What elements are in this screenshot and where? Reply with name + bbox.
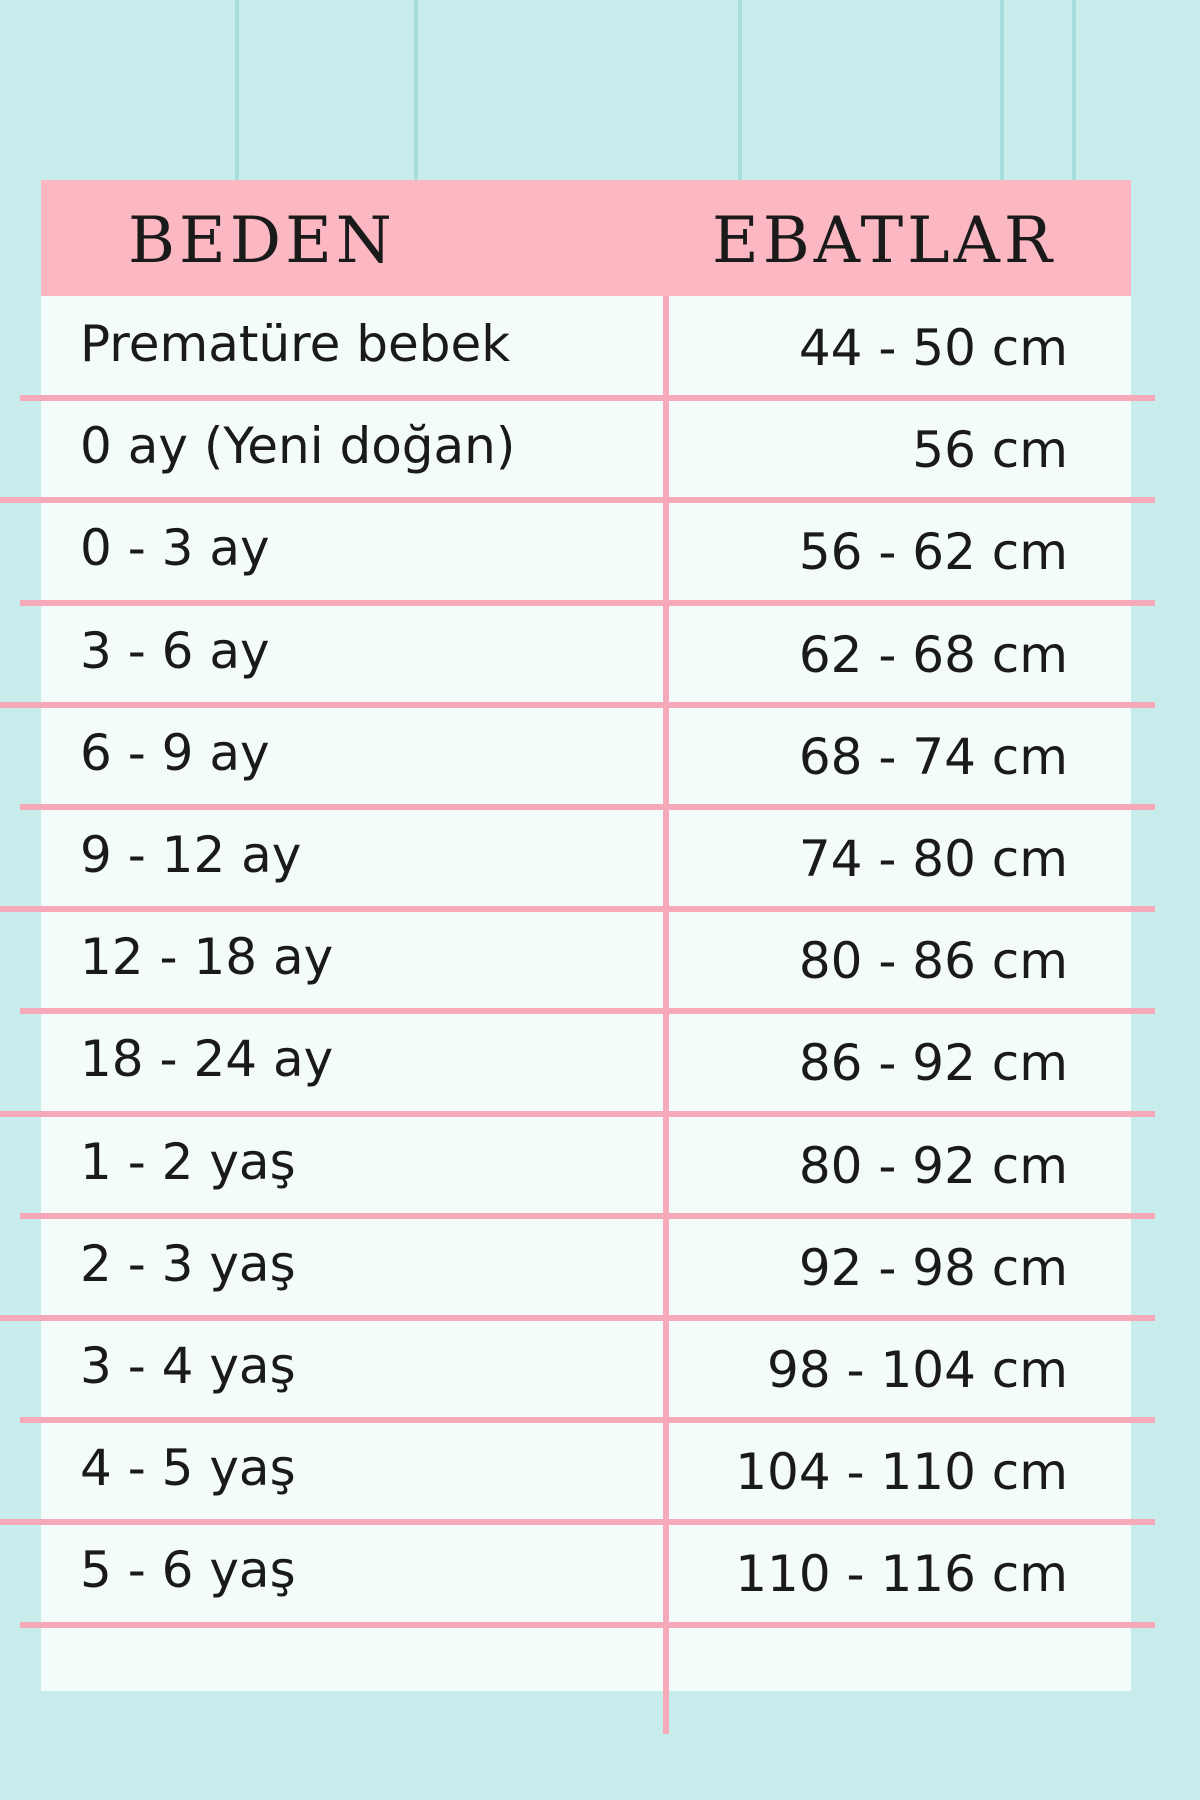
measure-cell: 68 - 74 cm: [798, 727, 1068, 786]
size-cell: 18 - 24 ay: [80, 1030, 334, 1089]
row-separator: [20, 1621, 1155, 1628]
decor-line: [738, 0, 742, 180]
measure-cell: 56 cm: [912, 421, 1068, 480]
row-separator: [0, 701, 1155, 708]
measure-cell: 86 - 92 cm: [798, 1034, 1068, 1093]
measure-cell: 80 - 86 cm: [798, 932, 1068, 991]
decor-line: [414, 0, 418, 180]
row-separator: [20, 1212, 1155, 1219]
size-cell: 0 - 3 ay: [80, 519, 270, 578]
measure-cell: 56 - 62 cm: [798, 523, 1068, 582]
row-separator: [20, 804, 1155, 810]
decor-line: [1000, 0, 1004, 180]
measure-cell: 110 - 116 cm: [735, 1545, 1068, 1604]
size-cell: 6 - 9 ay: [80, 723, 270, 782]
decor-line: [235, 0, 239, 180]
decor-line: [1072, 0, 1076, 180]
size-cell: Prematüre bebek: [80, 315, 511, 373]
column-header: BEDEN: [128, 204, 396, 278]
size-cell: 12 - 18 ay: [80, 928, 334, 987]
measure-cell: 80 - 92 cm: [798, 1136, 1068, 1195]
measure-cell: 98 - 104 cm: [767, 1341, 1068, 1399]
size-cell: 3 - 4 yaş: [80, 1337, 296, 1395]
size-cell: 3 - 6 ay: [80, 621, 270, 680]
table-header: [41, 180, 1131, 296]
column-divider: [663, 296, 669, 1734]
row-separator: [20, 599, 1155, 606]
size-cell: 9 - 12 ay: [80, 826, 302, 884]
measure-cell: 92 - 98 cm: [798, 1238, 1068, 1297]
size-cell: 4 - 5 yaş: [80, 1439, 296, 1498]
measure-cell: 104 - 110 cm: [735, 1443, 1068, 1502]
size-cell: 2 - 3 yaş: [80, 1234, 296, 1293]
row-separator: [0, 1315, 1155, 1321]
measure-cell: 44 - 50 cm: [798, 319, 1068, 377]
row-separator: [20, 395, 1155, 402]
row-separator: [0, 497, 1155, 504]
measure-cell: 62 - 68 cm: [798, 625, 1068, 684]
table-panel: [41, 180, 1131, 1691]
row-separator: [20, 1417, 1155, 1424]
row-separator: [0, 1110, 1155, 1117]
measure-cell: 74 - 80 cm: [798, 830, 1068, 888]
row-separator: [0, 906, 1155, 913]
size-cell: 5 - 6 yaş: [80, 1541, 296, 1600]
size-cell: 0 ay (Yeni doğan): [80, 417, 516, 476]
row-separator: [0, 1519, 1155, 1526]
row-separator: [20, 1008, 1155, 1015]
column-header: EBATLAR: [712, 204, 1057, 278]
size-cell: 1 - 2 yaş: [80, 1132, 296, 1191]
